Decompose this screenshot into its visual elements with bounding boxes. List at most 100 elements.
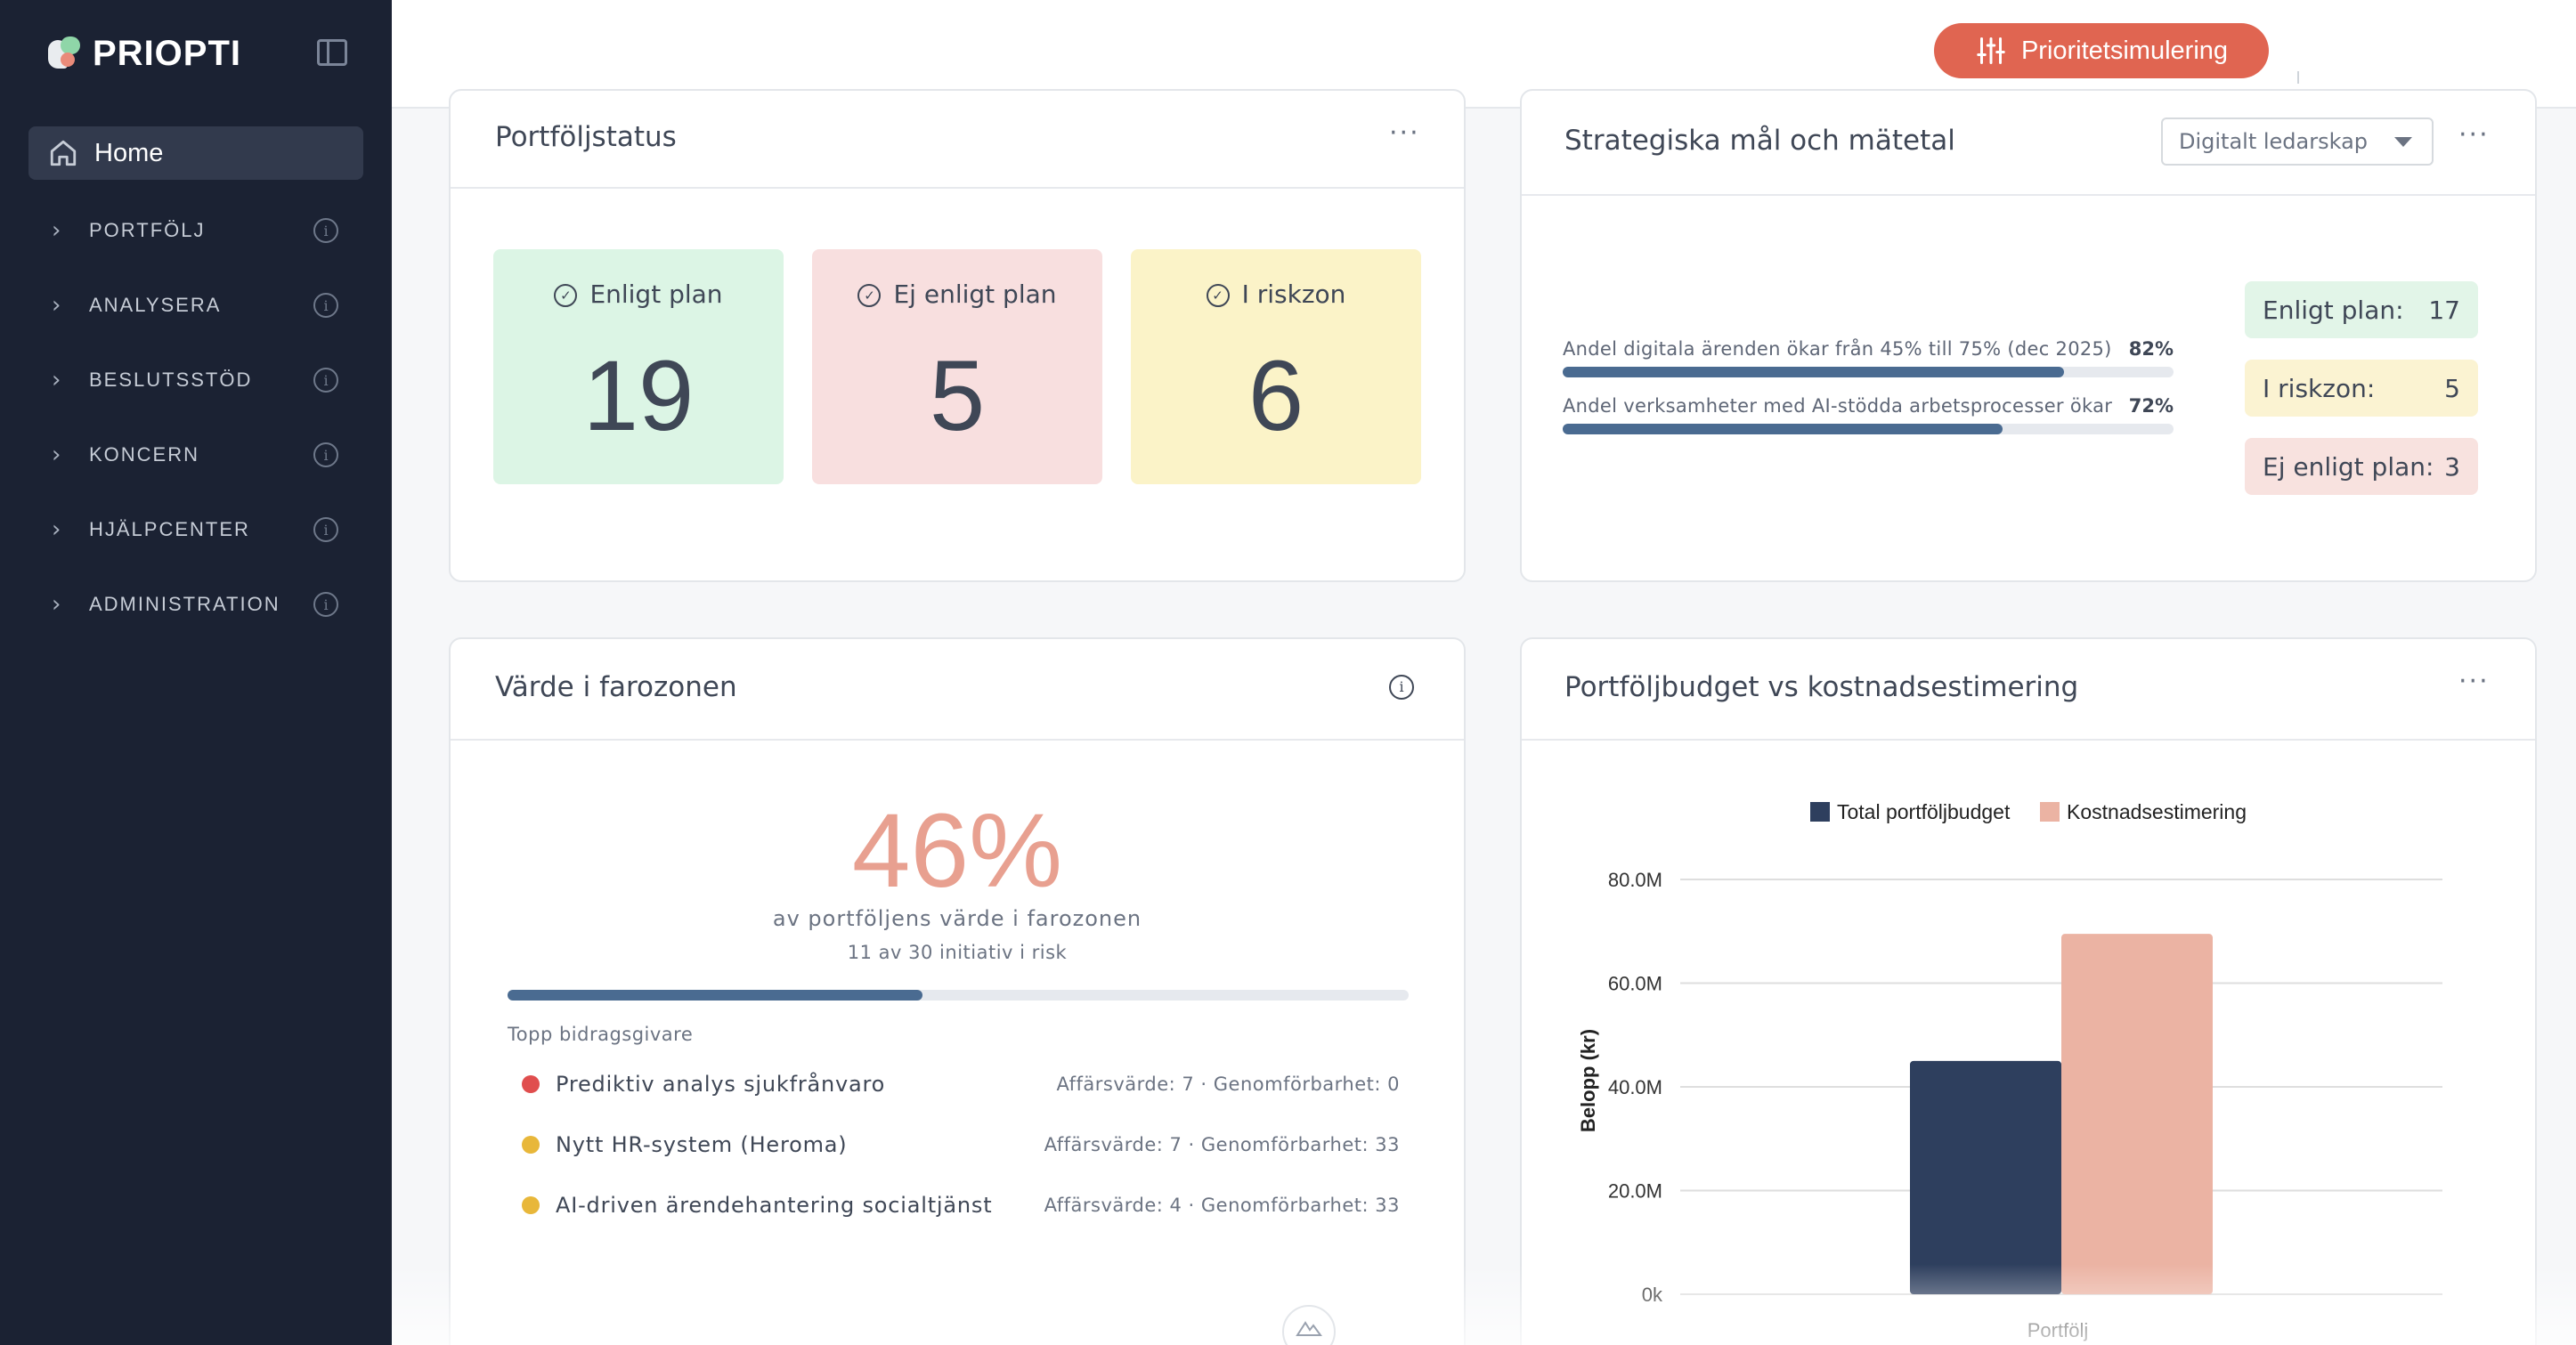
card-title: Portföljstatus xyxy=(495,121,677,153)
chart-y-tick-label: 20.0M xyxy=(1608,1180,1662,1203)
chart-y-tick-label: 80.0M xyxy=(1608,869,1662,891)
strategic-goals-card: Strategiska mål och mätetal Digitalt led… xyxy=(1520,89,2537,582)
legend-label[interactable]: Kostnadsestimering xyxy=(2067,800,2247,823)
status-box-value: 6 xyxy=(1247,340,1304,451)
metric-progress-fill xyxy=(1563,367,2064,377)
contributor-meta: Affärsvärde: 4 · Genomförbarhet: 33 xyxy=(1044,1195,1400,1216)
info-icon[interactable]: i xyxy=(1389,675,1414,700)
pill-value: 5 xyxy=(2444,373,2460,403)
contributor-name: Nytt HR-system (Heroma) xyxy=(556,1132,848,1157)
legend-label[interactable]: Total portföljbudget xyxy=(1837,800,2011,823)
sidebar-item-label: BESLUTSSTÖD xyxy=(89,369,253,391)
sidebar-item-analysera[interactable]: › ANALYSERA i xyxy=(28,279,363,332)
priority-simulation-button[interactable]: Prioritetsimulering xyxy=(1934,23,2269,78)
sidebar-item-beslutsstod[interactable]: › BESLUTSSTÖD i xyxy=(28,353,363,407)
metric-progress-track xyxy=(1563,424,2174,434)
metric-progress-fill xyxy=(1563,424,2003,434)
danger-zone-progress-track xyxy=(508,990,1409,1001)
sidebar-item-administration[interactable]: › ADMINISTRATION i xyxy=(28,578,363,631)
check-circle-icon: ✓ xyxy=(857,284,882,307)
chevron-right-icon: › xyxy=(52,442,61,468)
chevron-right-icon: › xyxy=(52,516,61,543)
info-icon[interactable]: i xyxy=(313,592,338,617)
chart-category-label: Portfölj xyxy=(2027,1319,2088,1341)
logo[interactable]: PRIOPTI xyxy=(48,34,241,74)
sidebar-item-label: PORTFÖLJ xyxy=(89,219,206,241)
mountain-icon xyxy=(1296,1321,1322,1336)
contributor-meta: Affärsvärde: 7 · Genomförbarhet: 0 xyxy=(1056,1074,1400,1095)
info-icon[interactable]: i xyxy=(313,442,338,467)
danger-zone-percent: 46% xyxy=(851,792,1063,910)
legend-swatch[interactable] xyxy=(2040,802,2060,822)
budget-bar-chart: 0k 20.0M 40.0M 60.0M 80.0M Total portföljbud… xyxy=(1577,800,2442,1341)
status-box-header: ✓ Enligt plan xyxy=(493,280,784,309)
top-contributors-label: Topp bidragsgivare xyxy=(508,1024,694,1045)
chevron-right-icon: › xyxy=(52,367,61,393)
goal-select[interactable]: Digitalt ledarskap xyxy=(2161,117,2434,166)
contributor-name: Prediktiv analys sjukfrånvaro xyxy=(556,1072,886,1097)
legend-swatch[interactable] xyxy=(1810,802,1830,822)
budget-chart-card: Portföljbudget vs kostnadsestimering ···… xyxy=(1520,637,2537,1345)
contributor-row[interactable]: Prediktiv analys sjukfrånvaro Affärsvärd… xyxy=(522,1066,1400,1102)
status-box-at-risk[interactable]: ✓ I riskzon 6 xyxy=(1131,249,1421,484)
contributor-name: AI-driven ärendehantering socialtjänst xyxy=(556,1193,993,1218)
status-box-value: 5 xyxy=(929,340,986,451)
chevron-right-icon: › xyxy=(52,217,61,244)
info-icon[interactable]: i xyxy=(313,218,338,243)
scroll-top-button[interactable] xyxy=(1282,1305,1336,1345)
sidebar-item-label: KONCERN xyxy=(89,443,200,466)
card-title: Portföljbudget vs kostnadsestimering xyxy=(1564,671,2079,703)
goal-select-value: Digitalt ledarskap xyxy=(2179,129,2369,154)
logo-text: PRIOPTI xyxy=(93,34,242,73)
status-dot-icon xyxy=(522,1136,540,1154)
caret-down-icon xyxy=(2394,137,2412,147)
divider xyxy=(1522,194,2535,196)
status-dot-icon xyxy=(522,1196,540,1214)
sidebar-item-hjalpcenter[interactable]: › HJÄLPCENTER i xyxy=(28,503,363,556)
sidebar: PRIOPTI Home › PORTFÖLJ i › ANALYSERA i … xyxy=(0,0,392,1345)
home-icon xyxy=(50,140,77,166)
priority-simulation-label: Prioritetsimulering xyxy=(2020,36,2229,65)
sidebar-item-portfolj[interactable]: › PORTFÖLJ i xyxy=(28,204,363,257)
chart-y-tick-label: 60.0M xyxy=(1608,973,1662,995)
summary-pill-on-plan: Enligt plan: 17 xyxy=(2245,281,2478,338)
status-box-label: I riskzon xyxy=(1241,280,1346,309)
divider xyxy=(1522,739,2535,741)
sidebar-item-label: Home xyxy=(94,138,164,167)
portfolio-status-card: Portföljstatus ··· ✓ Enligt plan 19 ✓ Ej e… xyxy=(449,89,1466,582)
danger-zone-progress-fill xyxy=(508,990,922,1001)
info-icon[interactable]: i xyxy=(313,293,338,318)
status-box-off-plan[interactable]: ✓ Ej enligt plan 5 xyxy=(812,249,1102,484)
chart-y-tick-label: 40.0M xyxy=(1608,1076,1662,1098)
sidebar-collapse-icon[interactable] xyxy=(317,39,347,66)
metric-percent: 72% xyxy=(2128,395,2174,417)
card-title: Strategiska mål och mätetal xyxy=(1564,125,1955,157)
chart-y-tick-label: 0k xyxy=(1642,1284,1663,1306)
status-box-label: Ej enligt plan xyxy=(893,280,1057,309)
status-box-label: Enligt plan xyxy=(589,280,723,309)
pill-value: 17 xyxy=(2428,295,2460,325)
info-icon[interactable]: i xyxy=(313,517,338,542)
metric-percent: 82% xyxy=(2128,338,2174,360)
chart-bar-cost-estimate[interactable] xyxy=(2061,934,2213,1294)
more-options-icon[interactable]: ··· xyxy=(1389,117,1420,149)
sidebar-item-label: HJÄLPCENTER xyxy=(89,518,250,540)
sidebar-item-koncern[interactable]: › KONCERN i xyxy=(28,428,363,482)
chart-bar-budget[interactable] xyxy=(1910,1060,2061,1294)
info-icon[interactable]: i xyxy=(313,368,338,393)
more-options-icon[interactable]: ··· xyxy=(2458,119,2490,150)
pill-value: 3 xyxy=(2444,451,2460,482)
status-box-on-plan[interactable]: ✓ Enligt plan 19 xyxy=(493,249,784,484)
contributor-row[interactable]: Nytt HR-system (Heroma) Affärsvärde: 7 ·… xyxy=(522,1127,1400,1163)
summary-pill-off-plan: Ej enligt plan: 3 xyxy=(2245,438,2478,495)
pill-label: Enligt plan: xyxy=(2263,295,2404,325)
check-circle-icon: ✓ xyxy=(1206,284,1230,307)
sidebar-item-label: ANALYSERA xyxy=(89,294,222,316)
status-box-header: ✓ I riskzon xyxy=(1131,280,1421,309)
chevron-right-icon: › xyxy=(52,292,61,319)
contributor-row[interactable]: AI-driven ärendehantering socialtjänst A… xyxy=(522,1187,1400,1223)
card-title: Värde i farozonen xyxy=(495,671,737,703)
more-options-icon[interactable]: ··· xyxy=(2458,666,2490,697)
sidebar-item-home[interactable]: Home xyxy=(28,126,363,180)
metric-text: Andel digitala ärenden ökar från 45% til… xyxy=(1563,338,2112,360)
